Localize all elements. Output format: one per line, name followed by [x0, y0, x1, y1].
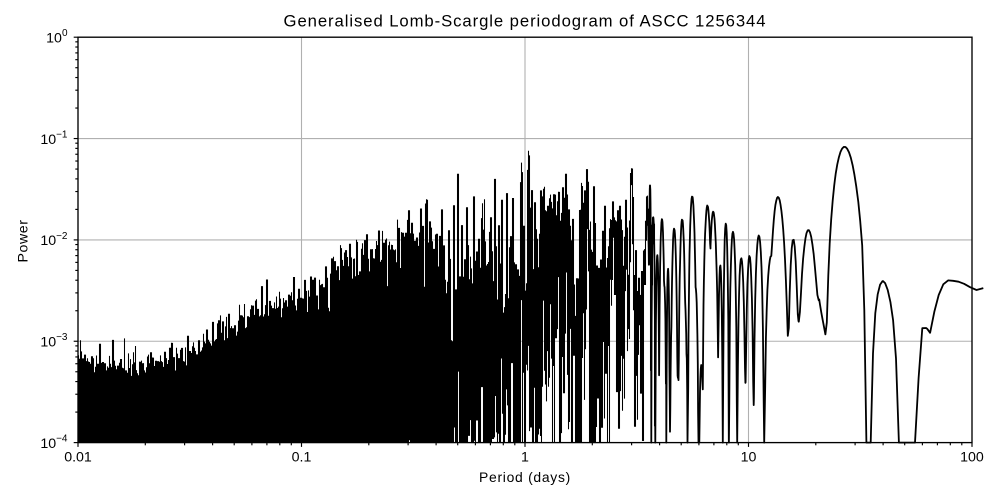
svg-text:0.01: 0.01 — [64, 449, 92, 465]
svg-text:1: 1 — [521, 449, 529, 465]
svg-text:Period (days): Period (days) — [479, 469, 571, 485]
svg-text:Power: Power — [15, 220, 31, 263]
svg-text:10: 10 — [741, 449, 757, 465]
svg-text:Generalised Lomb-Scargle perio: Generalised Lomb-Scargle periodogram of … — [284, 12, 767, 31]
svg-text:10−3: 10−3 — [40, 332, 68, 350]
svg-text:10−1: 10−1 — [40, 130, 68, 148]
svg-text:0.1: 0.1 — [292, 449, 312, 465]
svg-text:10−4: 10−4 — [40, 434, 68, 452]
svg-text:100: 100 — [46, 28, 68, 46]
svg-text:100: 100 — [960, 449, 984, 465]
svg-text:10−2: 10−2 — [40, 231, 68, 249]
